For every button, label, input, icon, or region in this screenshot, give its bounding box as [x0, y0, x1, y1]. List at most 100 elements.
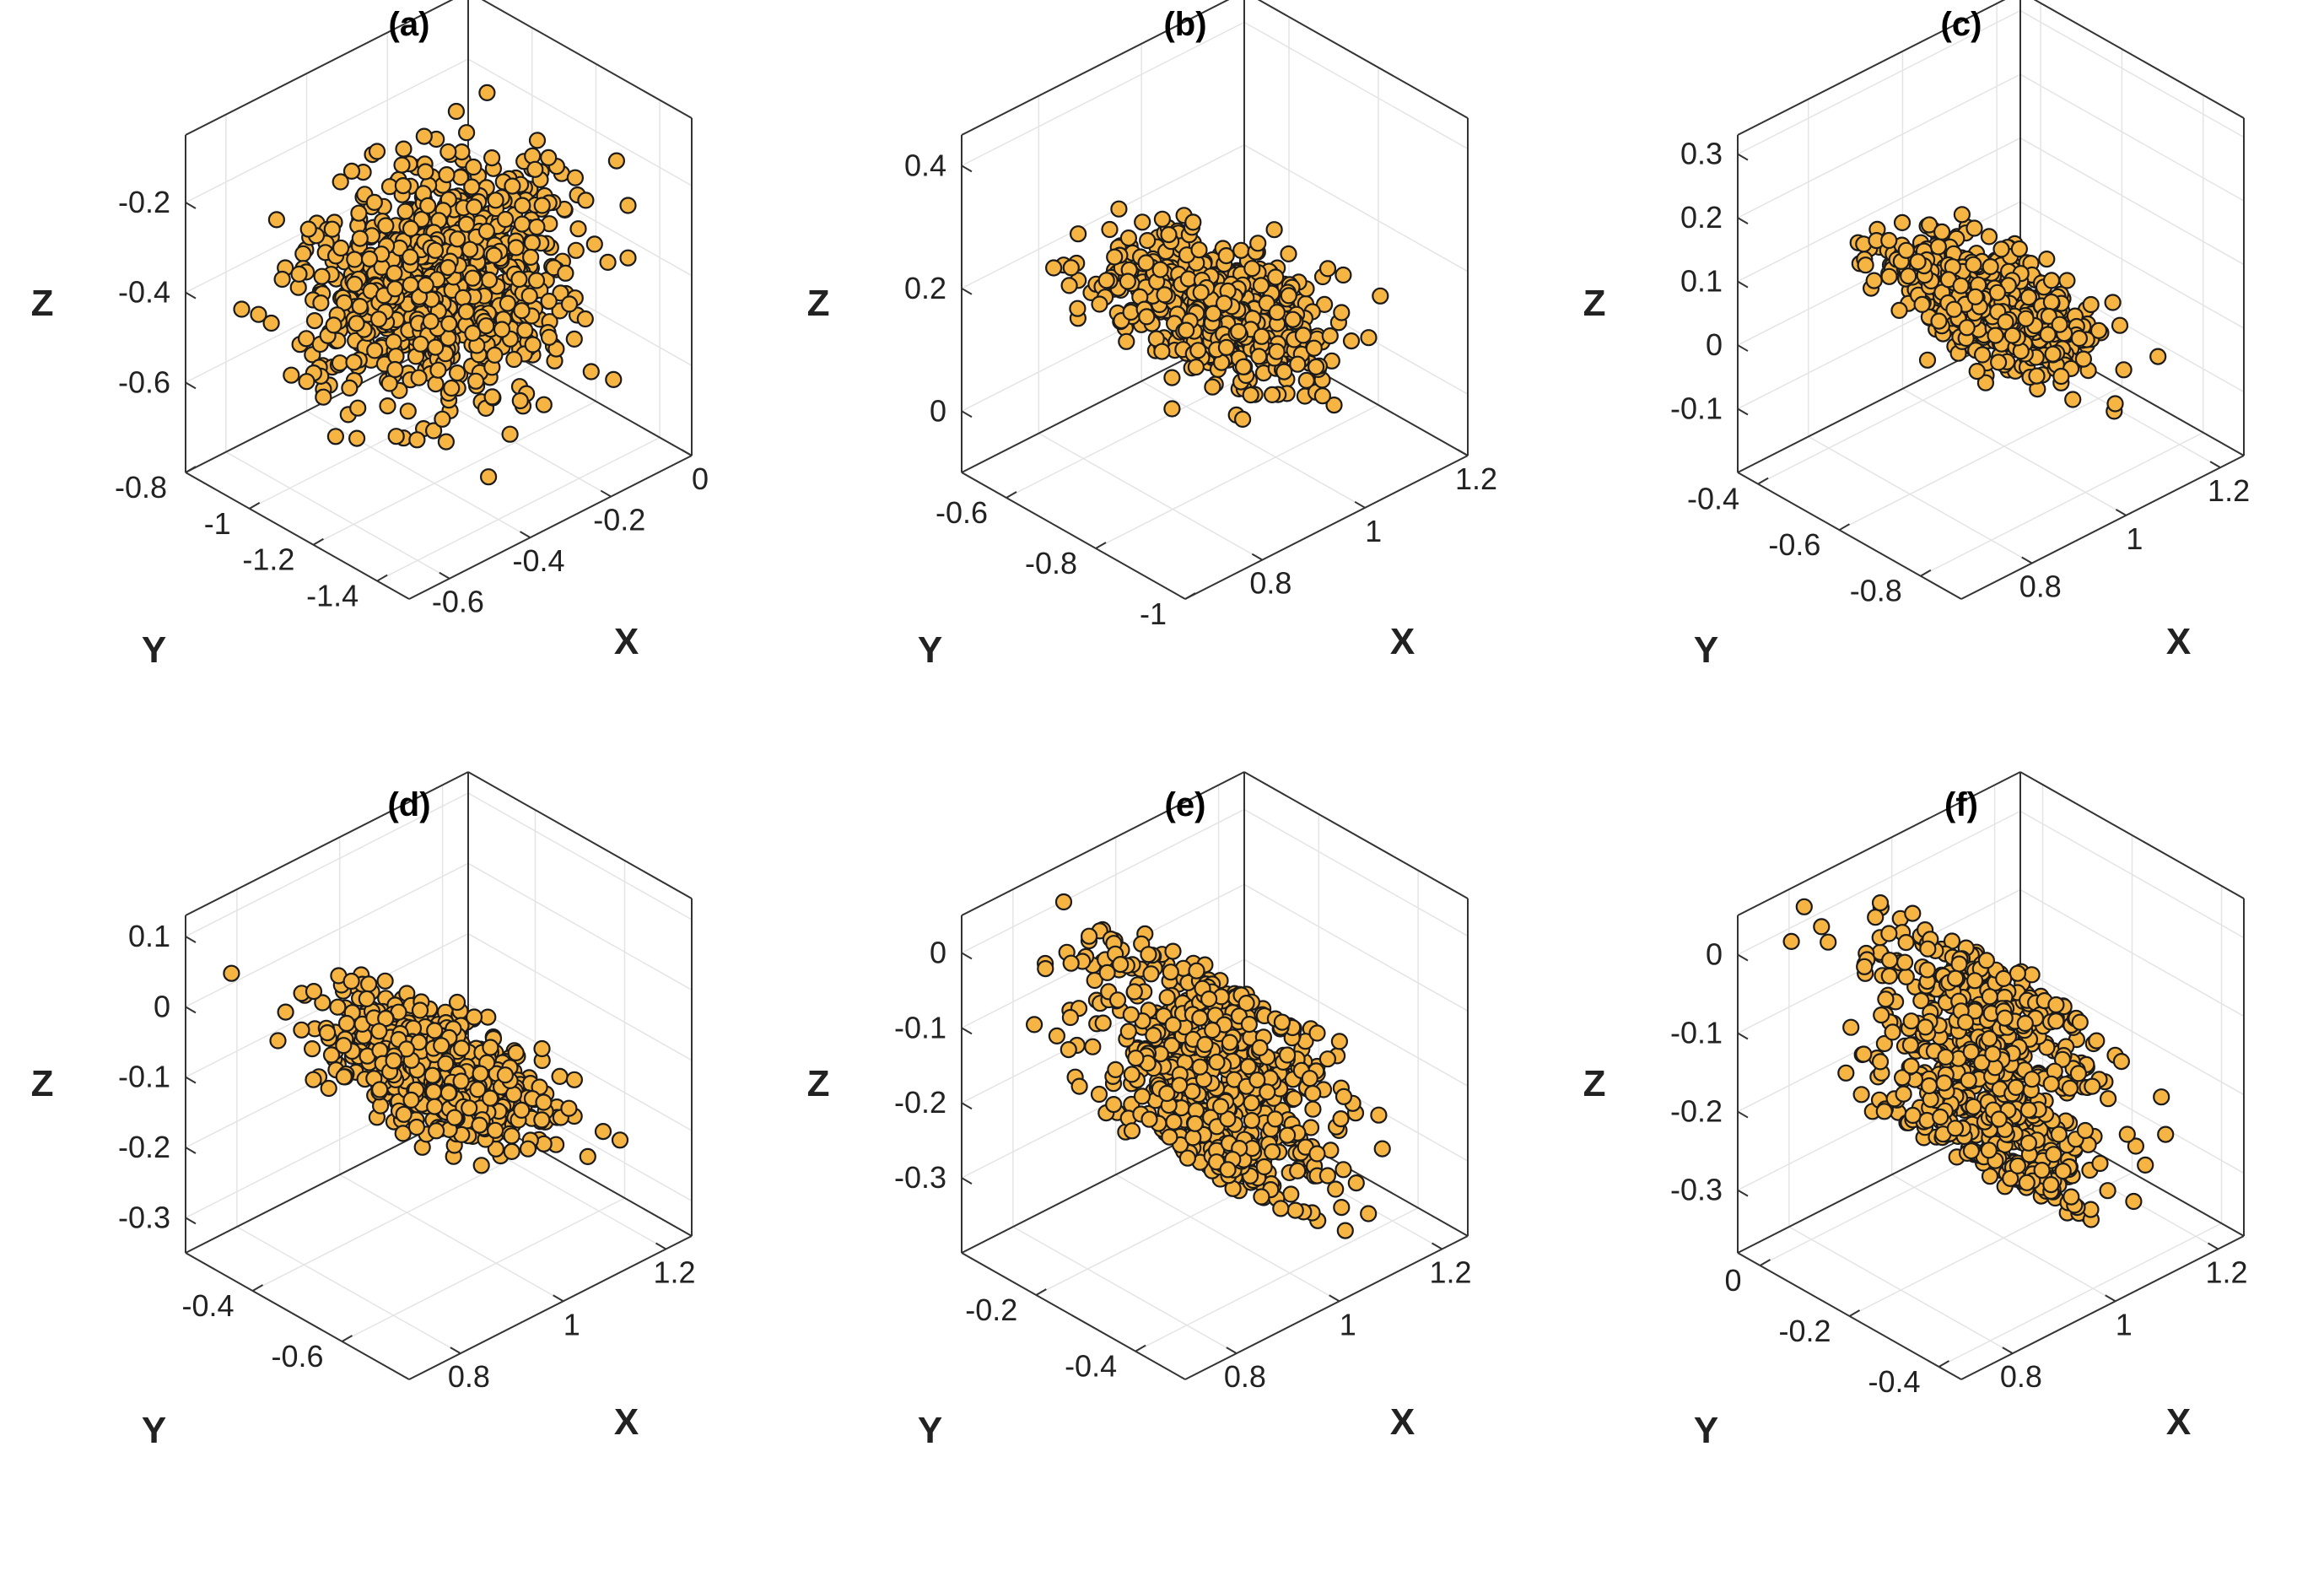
y-tick-label: -0.2 — [965, 1293, 1017, 1327]
scatter-point — [1119, 273, 1136, 290]
scatter-point — [519, 1140, 537, 1158]
scatter-point — [424, 1082, 443, 1101]
scatter-point — [533, 197, 551, 214]
scatter-point — [2019, 1101, 2037, 1119]
x-tick-label: 1 — [2126, 521, 2143, 556]
scatter-point — [305, 1071, 322, 1088]
scatter-point — [1145, 1027, 1162, 1044]
z-tick — [185, 936, 197, 943]
scatter-point — [376, 972, 394, 990]
scatter-point — [1370, 1106, 1388, 1124]
scatter-point — [463, 178, 481, 196]
scatter-points-1 — [1045, 200, 1389, 428]
scatter-point — [2125, 1192, 2143, 1211]
scatter-point — [497, 210, 515, 229]
scatter-point — [1929, 238, 1947, 256]
scatter-point — [2047, 1012, 2065, 1030]
scatter-point — [1960, 1071, 1977, 1089]
scatter-point — [599, 253, 617, 271]
scatter-point — [1902, 1057, 1920, 1075]
scatter-point — [1880, 267, 1898, 285]
scatter-point — [385, 1052, 402, 1070]
z-tick-label: -0.3 — [894, 1160, 946, 1195]
scatter-point — [1208, 1053, 1226, 1071]
scatter-point — [1856, 958, 1874, 975]
scatter-point — [1243, 260, 1261, 278]
scatter-point — [1992, 240, 2010, 258]
scatter-point — [439, 1084, 457, 1102]
scatter-point — [2082, 295, 2100, 314]
scatter-point — [528, 218, 546, 236]
x-tick — [1329, 1294, 1340, 1303]
scatter-point — [471, 1116, 488, 1134]
scatter-point — [372, 1097, 390, 1115]
scatter-point — [427, 375, 445, 393]
scatter-point — [411, 1001, 429, 1019]
scatter-point — [513, 215, 531, 233]
scatter-point — [332, 173, 349, 191]
scatter-point — [419, 197, 437, 214]
scatter-point — [1184, 213, 1202, 231]
scatter-point — [1315, 295, 1334, 313]
scatter-point — [2091, 1154, 2109, 1173]
scatter-point — [1278, 1046, 1297, 1064]
scatter-point — [2088, 1032, 2106, 1050]
x-tick — [553, 1294, 564, 1303]
scatter-point — [1251, 1039, 1269, 1056]
scatter-point — [2058, 272, 2076, 289]
scatter-point — [535, 396, 553, 413]
scatter-point — [438, 166, 456, 184]
scatter-point — [283, 366, 300, 384]
scatter-point — [422, 312, 439, 330]
scatter-point — [1347, 1174, 1365, 1192]
y-tick-label: -0.4 — [1687, 482, 1739, 516]
scatter-point — [1191, 1009, 1209, 1027]
scatter-point — [1336, 1222, 1354, 1239]
scatter-point — [1272, 1200, 1290, 1217]
x-tick-label: 0.8 — [2019, 569, 2062, 604]
scatter-point — [329, 998, 347, 1016]
scatter-point — [472, 1157, 490, 1174]
scatter-point — [466, 198, 483, 216]
scatter-point — [503, 1142, 520, 1160]
z-axis-label: Z — [807, 1063, 830, 1104]
scatter-point — [1897, 241, 1915, 259]
box-edge — [1960, 455, 2245, 600]
grid-line — [252, 1147, 536, 1292]
scatter-point — [299, 220, 317, 238]
scatter-point — [1990, 354, 2008, 371]
scatter-point — [1335, 1088, 1353, 1105]
scatter-point — [385, 333, 402, 351]
grid-line — [467, 148, 693, 277]
scatter-point — [452, 1072, 470, 1090]
scatter-point — [1158, 989, 1176, 1007]
box-edge — [467, 771, 693, 899]
scatter-point — [1965, 219, 1983, 237]
scatter-point — [348, 429, 366, 447]
scatter-point — [2042, 272, 2061, 289]
z-tick-label: -0.2 — [894, 1085, 946, 1120]
scatter-point — [1280, 287, 1297, 305]
scatter-point — [1360, 329, 1378, 347]
z-tick — [1737, 1032, 1749, 1040]
scatter-point — [1965, 1098, 1982, 1115]
x-axis-label: X — [2166, 621, 2191, 662]
scatter-point — [1153, 210, 1171, 228]
scatter-point — [1048, 1027, 1065, 1044]
scatter-point — [516, 321, 534, 339]
scatter-point — [1893, 213, 1912, 231]
z-tick-label: 0.3 — [1680, 137, 1723, 171]
scatter-point — [527, 272, 546, 289]
z-tick-label: 0.1 — [128, 919, 170, 953]
z-tick-label: -0.2 — [118, 185, 170, 219]
x-tick — [681, 449, 693, 456]
panel-1: (b)0.40.20-1-0.8-0.60.811.2ZY X — [807, 0, 1497, 671]
scatter-point — [443, 379, 461, 397]
scatter-point — [1266, 1110, 1284, 1128]
scatter-point — [1952, 277, 1970, 294]
scatter-point — [1880, 967, 1898, 985]
scatter-point — [2028, 367, 2046, 385]
x-tick-label: 0 — [692, 461, 709, 496]
scatter-point — [565, 1071, 584, 1088]
grid-line — [1902, 388, 2127, 516]
